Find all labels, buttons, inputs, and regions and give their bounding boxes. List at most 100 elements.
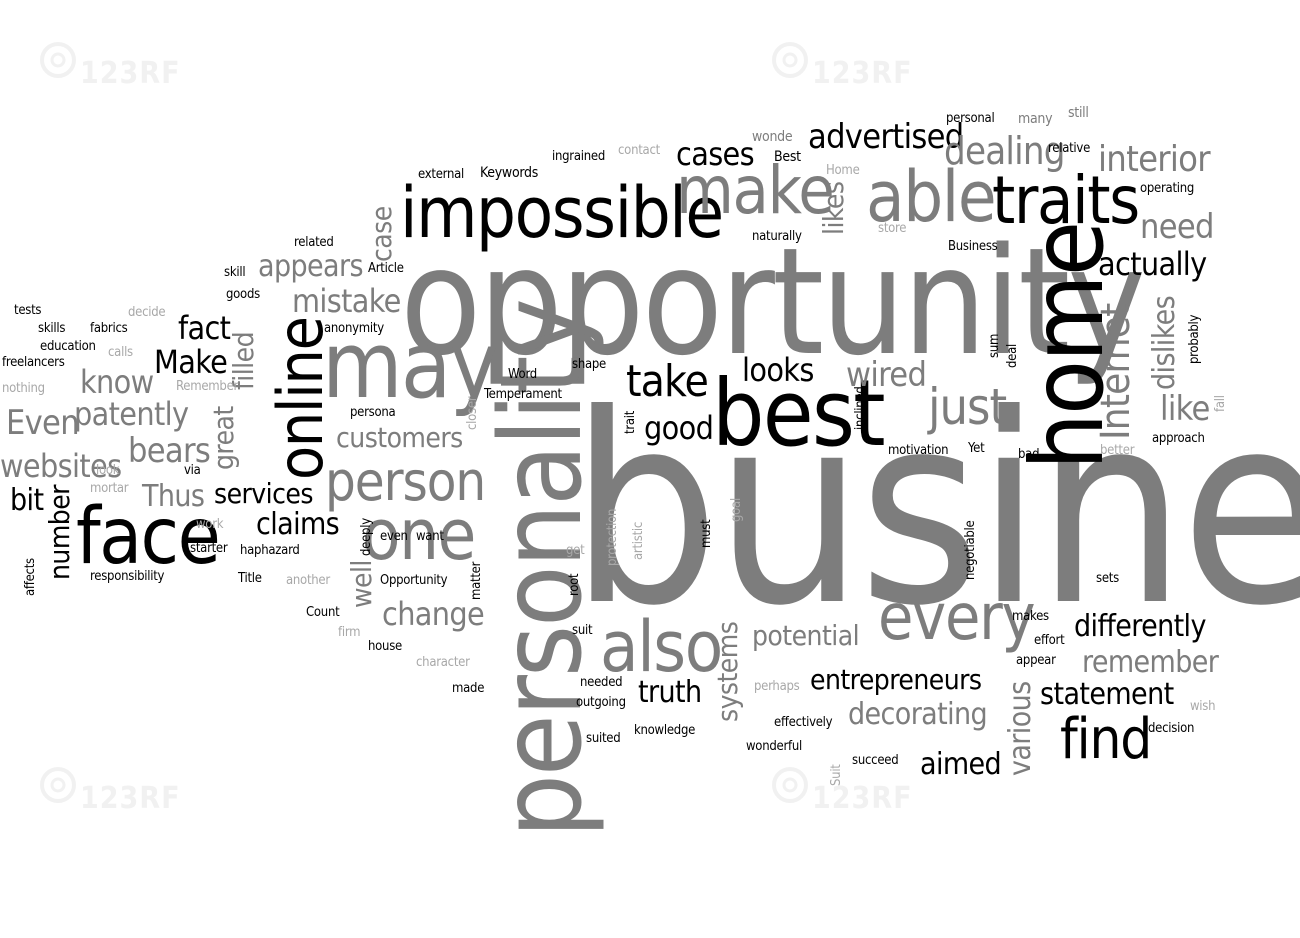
word-aimed: aimed (920, 747, 1002, 782)
word-count: Count (306, 605, 340, 620)
word-another: another (286, 573, 330, 588)
word-home-cap: Home (826, 163, 860, 178)
word-appears: appears (258, 249, 364, 284)
word-many: many (1018, 111, 1053, 127)
word-store: store (878, 221, 907, 236)
word-traits: traits (992, 162, 1140, 239)
word-external: external (418, 167, 464, 182)
word-various: various (1003, 681, 1038, 776)
word-opportunity-cap: Opportunity (380, 573, 448, 588)
word-shape: shape (572, 357, 606, 372)
word-trait: trait (623, 410, 638, 434)
word-sum: sum (987, 333, 1002, 358)
word-article: Article (368, 261, 404, 276)
word-look: look (96, 463, 120, 478)
word-change: change (382, 595, 485, 633)
word-business-cap: Business (948, 239, 998, 254)
word-effectively: effectively (774, 715, 833, 730)
camera-aperture-icon (40, 767, 76, 803)
word-patently: patently (74, 395, 189, 433)
word-character: character (416, 655, 470, 670)
word-decision: decision (1148, 721, 1195, 736)
word-closer: closer (465, 396, 480, 430)
word-haphazard: haphazard (240, 543, 300, 558)
word-artistic: artistic (631, 521, 646, 560)
word-title: Title (238, 571, 262, 586)
word-dealing: dealing (944, 129, 1066, 173)
word-mistake: mistake (292, 282, 401, 320)
watermark-top-center: 123RF (770, 40, 970, 100)
word-bit: bit (10, 483, 44, 518)
word-make-cap: Make (154, 343, 228, 381)
watermark-bottom-left: 123RF (38, 765, 238, 825)
word-remember: remember (1082, 645, 1219, 680)
word-truth: truth (638, 675, 702, 710)
word-via: via (184, 463, 201, 478)
word-made: made (452, 681, 485, 696)
word-work: work (196, 517, 224, 532)
word-naturally: naturally (752, 229, 802, 244)
word-inclined: inclined (853, 386, 868, 430)
word-want: want (416, 529, 444, 544)
word-wish: wish (1190, 699, 1216, 714)
word-root: root (567, 573, 582, 596)
word-effort: effort (1034, 633, 1065, 648)
word-advertised: advertised (808, 117, 964, 157)
word-even-cap: Even (6, 403, 80, 443)
word-best-cap: Best (774, 149, 801, 165)
word-one: one (362, 494, 476, 576)
word-sets: sets (1096, 571, 1119, 586)
word-online: online (264, 317, 337, 480)
word-potential: potential (752, 619, 860, 652)
watermark-text: 123RF (80, 56, 181, 91)
word-face: face (76, 492, 221, 582)
word-relative: relative (1048, 141, 1091, 156)
word-starter: starter (190, 541, 228, 556)
word-wired: wired (846, 355, 927, 395)
word-great: great (207, 406, 240, 470)
word-business: business (570, 358, 1300, 663)
word-case: case (365, 206, 398, 262)
word-skills: skills (38, 321, 66, 336)
word-knowledge: knowledge (634, 723, 696, 738)
word-needed: needed (580, 675, 623, 690)
word-deeply: deeply (359, 518, 374, 556)
word-responsibility: responsibility (90, 569, 165, 584)
word-persona: persona (350, 405, 396, 420)
watermark-text: 123RF (812, 781, 913, 816)
word-negotiable: negotiable (963, 520, 978, 580)
word-internet: Internet (1093, 303, 1139, 440)
watermark-text: 123RF (812, 56, 913, 91)
word-anonymity: anonymity (324, 321, 384, 336)
word-cases: cases (676, 135, 755, 173)
word-goal: goal (729, 498, 744, 522)
word-entrepreneurs: entrepreneurs (810, 663, 982, 696)
word-firm: firm (338, 625, 361, 640)
word-contact: contact (618, 143, 660, 158)
word-claims: claims (256, 507, 340, 542)
word-services: services (214, 477, 313, 510)
camera-aperture-icon (772, 42, 808, 78)
word-decorating: decorating (848, 697, 988, 732)
word-goods: goods (226, 287, 260, 302)
word-actually: actually (1098, 245, 1207, 283)
camera-aperture-icon (772, 767, 808, 803)
word-wonde: wonde (752, 129, 793, 145)
word-opportunity: opportunity (400, 216, 1146, 388)
word-just: just (928, 378, 1007, 436)
word-matter: matter (469, 561, 484, 600)
word-well: well (345, 560, 378, 608)
word-mortar: mortar (90, 481, 129, 496)
word-customers: customers (336, 421, 463, 454)
word-perhaps: perhaps (754, 679, 800, 694)
word-personal: personal (946, 111, 995, 126)
word-person: person (325, 450, 486, 513)
word-nothing: nothing (2, 381, 45, 396)
word-operating: operating (1140, 181, 1195, 196)
word-make: make (676, 152, 835, 229)
word-fabrics: fabrics (90, 321, 128, 336)
word-like: like (1160, 389, 1210, 429)
word-motivation: motivation (888, 443, 949, 458)
word-makes: makes (1012, 609, 1049, 624)
